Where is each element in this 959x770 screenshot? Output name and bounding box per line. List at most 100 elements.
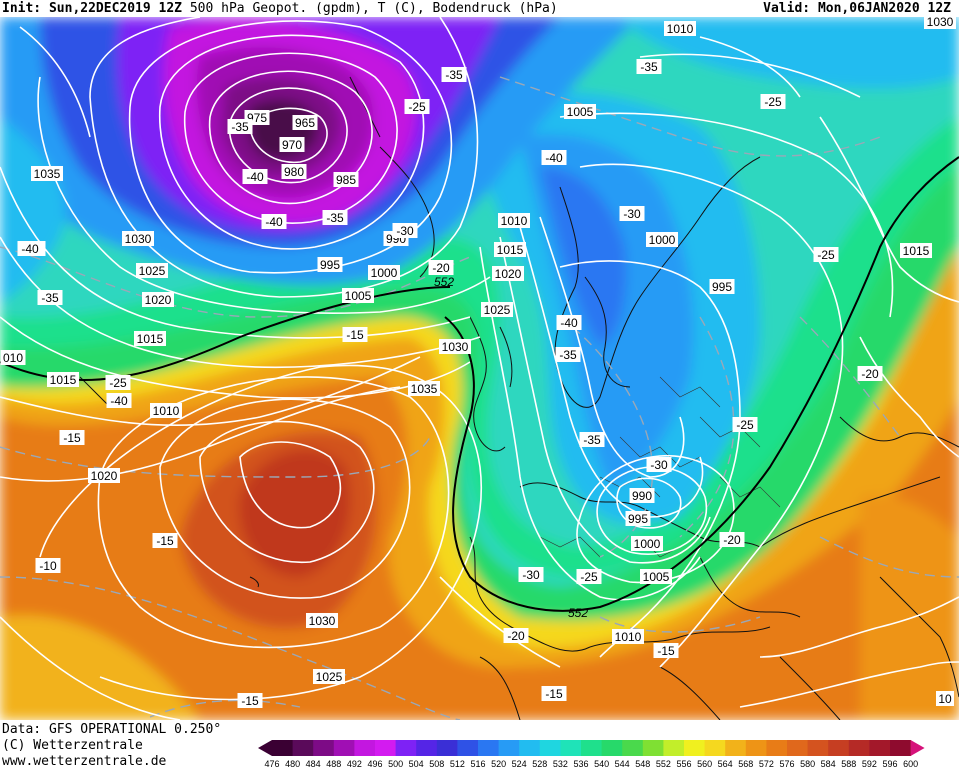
isotherm-label: -35 xyxy=(559,348,577,362)
isotherm-label-box xyxy=(541,686,567,701)
isotherm-label-box xyxy=(646,457,672,472)
legend-tick-label: 488 xyxy=(326,759,341,769)
isobar-label-box xyxy=(481,302,513,317)
isobar-label: 1000 xyxy=(649,233,676,247)
legend-swatch xyxy=(642,740,664,756)
legend-swatch xyxy=(807,740,829,756)
isobar-label: 1005 xyxy=(345,289,372,303)
isotherm-label: -15 xyxy=(545,687,563,701)
isotherm-label: -40 xyxy=(246,170,264,184)
legend-swatch xyxy=(272,740,294,756)
height-contour-label: 552 xyxy=(434,275,454,289)
legend-swatch xyxy=(745,740,767,756)
isobar-label-box xyxy=(47,372,79,387)
isotherm-label-box xyxy=(35,558,61,573)
legend-ticks: 476 480 484 488 492 496 500 504 508 512 516 520 524 5… xyxy=(264,759,918,769)
isotherm-label: -25 xyxy=(736,418,754,432)
isobar-label-box xyxy=(936,691,954,706)
legend-tick-label: 600 xyxy=(903,759,918,769)
isotherm-label: -30 xyxy=(396,224,414,238)
isotherm-label: -40 xyxy=(110,394,128,408)
isobar-label: 1020 xyxy=(495,267,522,281)
isobar-label: 1030 xyxy=(927,17,954,29)
legend-swatch xyxy=(292,740,314,756)
isobar-label-box xyxy=(498,213,530,228)
isobar-label-box xyxy=(629,488,655,503)
isotherm-label-box xyxy=(237,693,263,708)
legend-tick-label: 516 xyxy=(470,759,485,769)
legend-arrow-left xyxy=(258,740,272,756)
isotherm-label: -40 xyxy=(21,242,39,256)
legend-tick-label: 532 xyxy=(553,759,568,769)
legend-swatch xyxy=(560,740,582,756)
isotherm-label-box xyxy=(59,430,85,445)
isotherm-label-box xyxy=(37,290,63,305)
isobar-label: 970 xyxy=(282,138,302,152)
field-description: 500 hPa Geopot. (gpdm), T (C), Bodendruc… xyxy=(189,1,558,16)
legend-swatch xyxy=(704,740,726,756)
isobar-label: 965 xyxy=(295,116,315,130)
legend-swatch xyxy=(539,740,561,756)
legend-tick-label: 588 xyxy=(841,759,856,769)
isobar-label-box xyxy=(136,263,168,278)
isobar-label: 1010 xyxy=(615,630,642,644)
isotherm-label-box xyxy=(636,59,662,74)
legend-tick-label: 492 xyxy=(347,759,362,769)
legend-swatch xyxy=(601,740,623,756)
isotherm-label-box xyxy=(392,223,418,238)
isobar-label: 1030 xyxy=(309,614,336,628)
legend-tick-label: 536 xyxy=(573,759,588,769)
legend-swatch xyxy=(498,740,520,756)
isobar-label: 010 xyxy=(3,351,23,365)
legend-tick-label: 520 xyxy=(491,759,506,769)
isotherm-label-box xyxy=(242,169,268,184)
height-labels: 552 552 xyxy=(434,275,588,620)
header-text: Init: Sun,22DEC2019 12Z 500 hPa Geopot. … xyxy=(2,0,558,17)
init-time: Init: Sun,22DEC2019 12Z xyxy=(2,1,183,16)
legend-tick-label: 548 xyxy=(635,759,650,769)
isobar-label-box xyxy=(150,403,182,418)
isobar-label: 1015 xyxy=(137,332,164,346)
isotherm-label: -25 xyxy=(408,100,426,114)
isotherm-label-box xyxy=(518,567,544,582)
isotherm-label-box xyxy=(857,366,883,381)
isotherm-label: -15 xyxy=(346,328,364,342)
isobar-label-box xyxy=(333,172,359,187)
isobar-label: 10 xyxy=(938,692,952,706)
legend-swatch xyxy=(395,740,417,756)
legend-tick-label: 544 xyxy=(615,759,630,769)
isobar-label: 1020 xyxy=(145,293,172,307)
isotherm-label: -15 xyxy=(657,644,675,658)
legend-tick-label: 540 xyxy=(594,759,609,769)
isotherm-label-box xyxy=(576,569,602,584)
isotherm-label-box xyxy=(555,347,581,362)
legend-tick-label: 596 xyxy=(882,759,897,769)
legend-swatch xyxy=(354,740,376,756)
isotherm-label: -10 xyxy=(39,559,57,573)
isotherm-label-box xyxy=(342,327,368,342)
isotherm-label: -15 xyxy=(241,694,259,708)
isotherm-label-box xyxy=(261,214,287,229)
isotherm-label: -25 xyxy=(580,570,598,584)
isotherm-label: -35 xyxy=(640,60,658,74)
weather-map: 1010103510301025102010151010975965970980… xyxy=(0,17,959,720)
legend-tick-label: 528 xyxy=(532,759,547,769)
isobar-label-box xyxy=(0,350,26,365)
geopotential-map: 1010103510301025102010151010975965970980… xyxy=(0,17,959,720)
isotherm-label: -35 xyxy=(41,291,59,305)
isobar-label-box xyxy=(306,613,338,628)
legend-tick-label: 476 xyxy=(264,759,279,769)
isobar-label-box xyxy=(317,257,343,272)
isotherm-label-box xyxy=(227,119,253,134)
isotherm-label: -35 xyxy=(583,433,601,447)
legend-tick-label: 556 xyxy=(676,759,691,769)
isobar-label: 1000 xyxy=(371,266,398,280)
legend-tick-label: 592 xyxy=(862,759,877,769)
isotherm-label: -25 xyxy=(817,248,835,262)
legend-swatch xyxy=(766,740,788,756)
legend-tick-label: 580 xyxy=(800,759,815,769)
isotherm-label-box xyxy=(579,432,605,447)
isotherm-label-box xyxy=(503,628,529,643)
isobar-label-box xyxy=(122,231,154,246)
isobar-label-box xyxy=(612,629,644,644)
